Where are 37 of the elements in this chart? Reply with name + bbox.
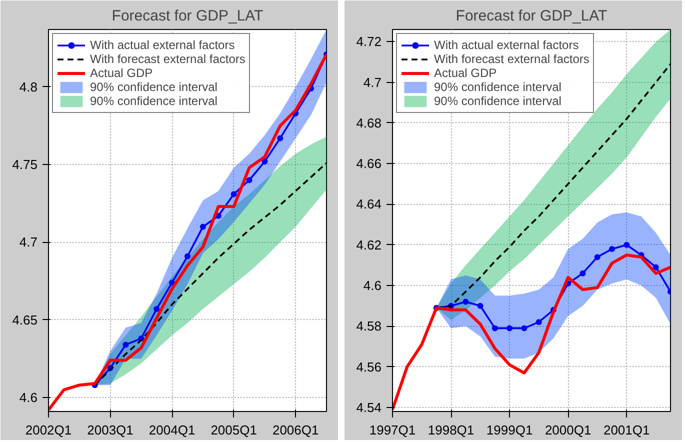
x-tick-label: 2003Q1 [87, 422, 134, 438]
y-tick-label: 4.54 [356, 400, 382, 415]
x-tick-label: 2002Q1 [25, 422, 72, 438]
legend-label: Actual GDP [90, 66, 153, 80]
y-tick-label: 4.65 [12, 312, 38, 328]
y-tick-label: 4.68 [356, 115, 382, 130]
legend-label: With actual external factors [434, 38, 579, 52]
chart-title: Forecast for GDP_LAT [112, 8, 264, 24]
legend-label: With actual external factors [90, 38, 235, 52]
x-tick-label: 2005Q1 [210, 422, 257, 438]
x-tick-label: 1998Q1 [428, 422, 474, 438]
legend-label: 90% confidence interval [90, 80, 218, 94]
y-tick-label: 4.62 [356, 237, 382, 252]
x-tick-label: 2004Q1 [148, 422, 196, 438]
x-tick-label: 2001Q1 [603, 422, 650, 438]
y-tick-label: 4.6 [363, 278, 382, 294]
legend-label: With forecast external factors [434, 52, 590, 66]
legend-label: 90% confidence interval [434, 94, 562, 108]
y-tick-label: 4.72 [356, 34, 382, 50]
y-tick-label: 4.64 [356, 196, 382, 212]
legend-label: 90% confidence interval [434, 80, 562, 94]
y-tick-label: 4.75 [12, 157, 38, 172]
x-tick-label: 1999Q1 [486, 422, 533, 438]
y-tick-label: 4.7 [363, 74, 382, 90]
x-tick-label: 2000Q1 [544, 422, 592, 438]
x-tick-label: 2006Q1 [272, 422, 319, 438]
y-tick-label: 4.7 [19, 234, 38, 250]
legend-label: Actual GDP [434, 66, 497, 80]
x-tick-label: 1997Q1 [369, 422, 416, 438]
chart-title: Forecast for GDP_LAT [456, 8, 608, 24]
legend-label: 90% confidence interval [90, 94, 218, 108]
y-tick-label: 4.66 [356, 156, 382, 172]
y-tick-label: 4.58 [356, 318, 382, 334]
y-tick-label: 4.56 [356, 359, 382, 374]
legend-label: With forecast external factors [90, 52, 246, 66]
y-tick-label: 4.6 [19, 390, 38, 406]
y-tick-label: 4.8 [19, 79, 38, 94]
